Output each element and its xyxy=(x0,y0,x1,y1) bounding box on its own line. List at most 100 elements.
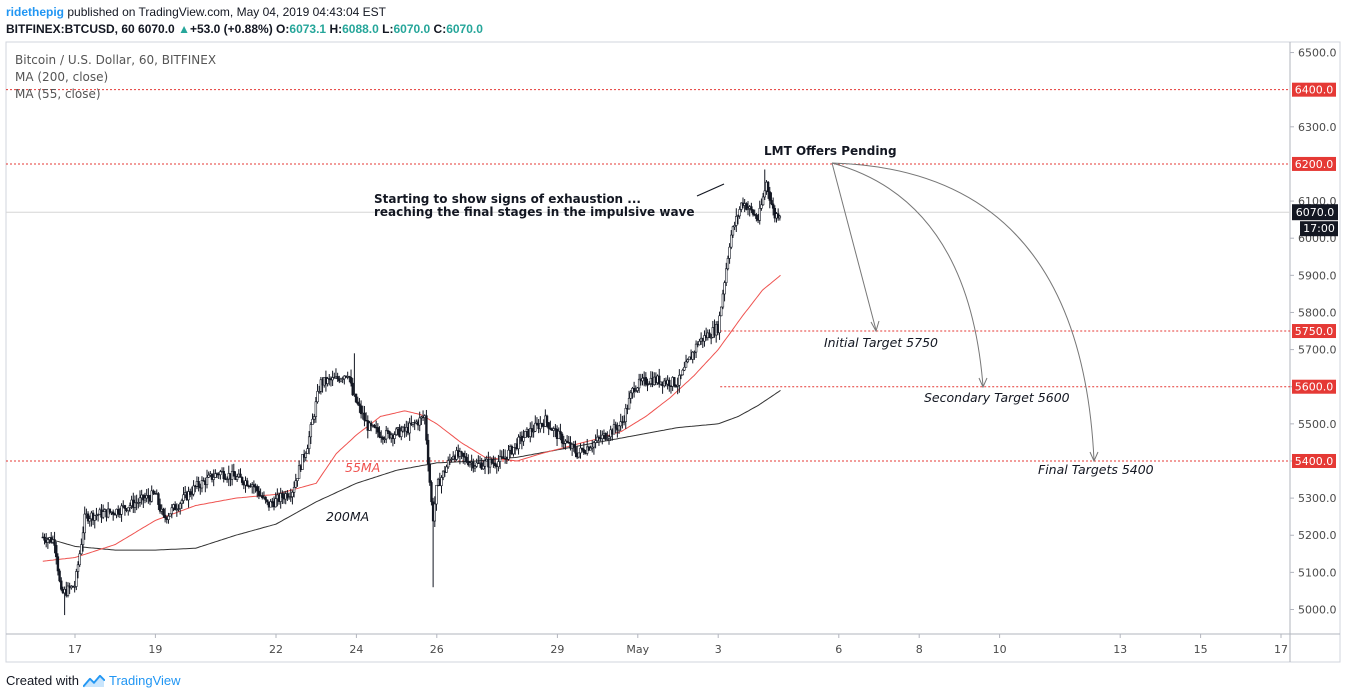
candle xyxy=(73,580,76,593)
candle xyxy=(120,503,123,522)
ma200-chart-label: 200MA xyxy=(326,509,369,524)
candle xyxy=(88,515,91,527)
time-tick-label: 17 xyxy=(1274,643,1288,656)
candle xyxy=(647,381,651,385)
candle xyxy=(349,369,353,387)
candle xyxy=(684,354,688,368)
price-tick-label: 5500.0 xyxy=(1298,418,1337,431)
published-text: published on TradingView.com, May 04, 20… xyxy=(67,5,387,19)
candle xyxy=(58,568,61,583)
time-tick-label: 6 xyxy=(835,643,842,656)
time-tick-label: 29 xyxy=(550,643,564,656)
candle xyxy=(286,490,289,501)
candle xyxy=(592,440,596,455)
open-label: O: xyxy=(276,22,290,36)
candle xyxy=(168,513,172,517)
candle xyxy=(137,498,140,509)
candle xyxy=(180,498,184,509)
candle xyxy=(778,214,782,221)
candle xyxy=(269,498,272,508)
candle xyxy=(658,368,661,388)
candle xyxy=(251,482,254,494)
time-tick-label: 8 xyxy=(916,643,923,656)
tradingview-logo-icon xyxy=(82,674,105,687)
candle xyxy=(60,577,63,592)
candle xyxy=(376,423,380,438)
countdown-tag-label: 17:00 xyxy=(1303,222,1335,235)
candle xyxy=(698,338,701,346)
candle xyxy=(746,201,750,216)
candle xyxy=(750,202,753,214)
candle xyxy=(395,427,398,436)
candle xyxy=(178,501,182,515)
candle xyxy=(309,422,313,445)
candle xyxy=(770,192,773,206)
candle xyxy=(304,451,308,462)
candle xyxy=(726,255,730,271)
candle xyxy=(292,481,296,498)
candle xyxy=(761,192,765,206)
candle xyxy=(703,330,706,347)
legend-symbol[interactable]: Bitcoin / U.S. Dollar, 60, BITFINEX xyxy=(15,53,216,67)
candle xyxy=(601,430,604,445)
price-tick-label: 5200.0 xyxy=(1298,529,1337,542)
candle xyxy=(127,507,130,516)
price-tick-label: 5800.0 xyxy=(1298,306,1337,319)
close-value: 6070.0 xyxy=(446,22,483,36)
candle xyxy=(607,435,611,445)
time-tick-label: 10 xyxy=(993,643,1007,656)
price-tags: 6400.0 6200.0 5750.0 5600.0 5400.0 6070.0 17:0… xyxy=(1292,82,1338,468)
time-axis[interactable]: 17 19 22 24 26 29 May 3 6 8 10 13 15 17 xyxy=(68,634,1288,656)
candle xyxy=(673,376,676,388)
candle xyxy=(430,480,433,506)
candle xyxy=(252,480,256,494)
candle xyxy=(351,378,354,397)
candle xyxy=(668,377,671,392)
candle xyxy=(629,389,632,404)
candle xyxy=(182,487,185,504)
candle xyxy=(596,429,599,443)
candle xyxy=(271,497,274,508)
candle xyxy=(565,435,569,444)
candle xyxy=(306,444,309,454)
candle xyxy=(266,499,269,506)
candle xyxy=(138,490,142,507)
ma200-line xyxy=(42,389,781,551)
high-label: H: xyxy=(329,22,343,36)
author-name[interactable]: ridethepig xyxy=(6,5,65,19)
time-tick-label: 24 xyxy=(349,643,363,656)
candle xyxy=(66,582,70,598)
candle xyxy=(297,460,301,479)
candle xyxy=(279,487,282,509)
candle xyxy=(307,431,311,455)
legend-ma200[interactable]: MA (200, close) xyxy=(15,70,108,84)
candle xyxy=(552,426,555,438)
level-tag xyxy=(1292,453,1336,468)
legend-ma55[interactable]: MA (55, close) xyxy=(15,87,101,101)
candle xyxy=(676,377,679,395)
candle xyxy=(386,427,390,435)
candle xyxy=(641,373,644,386)
candle xyxy=(239,468,242,478)
candle xyxy=(76,561,80,579)
tradingview-brand[interactable]: TradingView xyxy=(108,673,181,688)
level-tag xyxy=(1292,82,1336,97)
candle xyxy=(503,449,507,464)
candle xyxy=(472,458,475,473)
candle xyxy=(490,457,493,465)
candle xyxy=(460,450,463,460)
candle xyxy=(758,200,761,225)
candle xyxy=(318,385,321,394)
time-tick-label: May xyxy=(626,643,649,656)
candle xyxy=(577,452,581,459)
candle xyxy=(622,415,626,426)
candle xyxy=(435,484,438,511)
candle xyxy=(637,373,641,393)
candle xyxy=(348,375,351,383)
low-label: L: xyxy=(382,22,394,36)
candle xyxy=(359,400,363,419)
candle xyxy=(694,340,698,359)
candle xyxy=(693,350,696,360)
candle xyxy=(167,512,170,524)
